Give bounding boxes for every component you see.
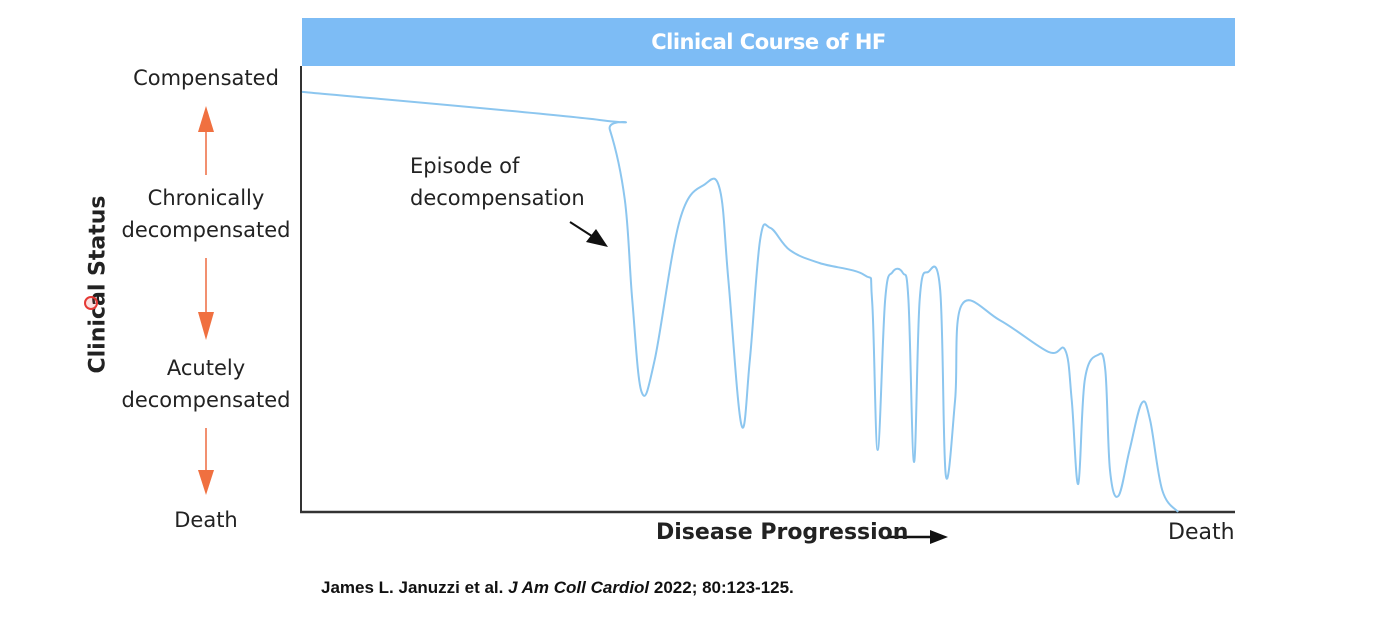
y-axis-title: Clinical Status	[85, 195, 111, 374]
y-tick-death: Death	[96, 504, 316, 536]
cursor-indicator-icon	[84, 296, 98, 310]
citation-authors: James L. Januzzi et al.	[321, 578, 504, 597]
down-arrow-icon	[198, 428, 214, 495]
chart-title-bar: Clinical Course of HF	[302, 18, 1235, 66]
y-tick-compensated: Compensated	[96, 62, 316, 94]
citation: James L. Januzzi et al. J Am Coll Cardio…	[321, 578, 794, 598]
citation-details: 2022; 80:123-125.	[653, 578, 794, 597]
y-tick-label: Compensated	[133, 66, 279, 90]
y-tick-label: Chronically	[147, 186, 265, 210]
y-tick-label: Acutely	[166, 356, 246, 380]
chart-title: Clinical Course of HF	[651, 30, 886, 54]
y-tick-label: decompensated	[121, 218, 291, 242]
x-axis-arrow-icon	[888, 530, 948, 544]
x-axis-title: Disease Progression	[656, 520, 909, 545]
x-axis-end-label: Death	[1168, 520, 1235, 545]
annotation-episode: Episode of decompensation	[410, 150, 585, 214]
y-tick-acutely-decompensated: Acutely decompensated	[96, 352, 316, 416]
y-tick-label: Death	[174, 508, 238, 532]
annotation-line: Episode of	[410, 154, 520, 178]
y-tick-chronically-decompensated: Chronically decompensated	[96, 182, 316, 246]
annotation-arrow-icon	[569, 221, 608, 247]
y-tick-label: decompensated	[121, 388, 291, 412]
up-arrow-icon	[198, 106, 214, 175]
clinical-status-line	[301, 90, 1179, 513]
citation-journal: J Am Coll Cardiol	[508, 578, 650, 597]
down-arrow-icon	[198, 258, 214, 340]
annotation-line: decompensation	[410, 186, 585, 210]
